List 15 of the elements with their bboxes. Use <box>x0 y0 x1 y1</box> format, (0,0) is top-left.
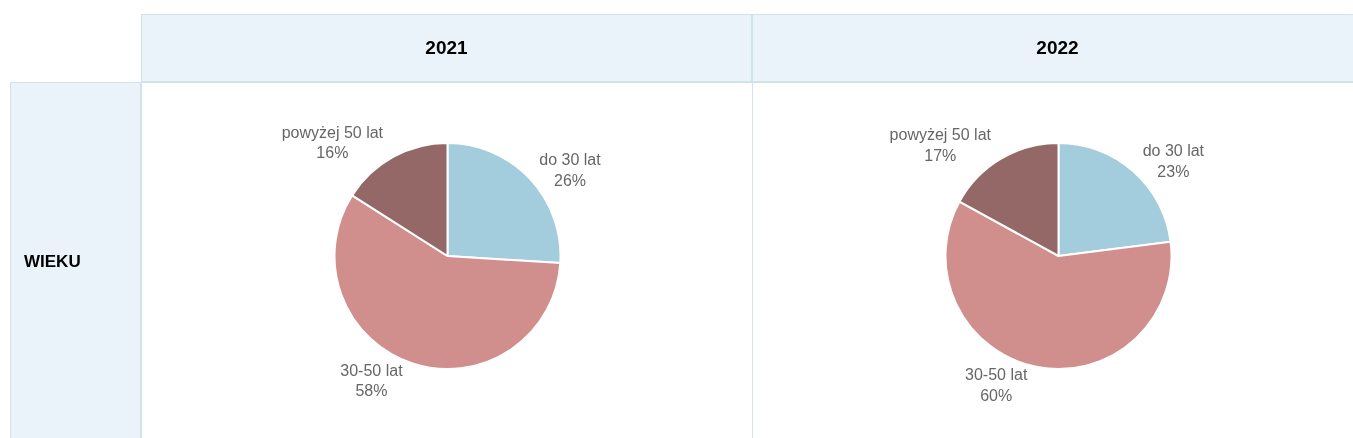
chart-title: 2022 <box>752 14 1353 82</box>
slice-label: do 30 lat <box>1142 141 1205 159</box>
data-label: 16% <box>316 144 349 162</box>
slice-label: 30-50 lat <box>340 361 404 379</box>
data-label: 60% <box>980 387 1013 405</box>
slice-label: 30-50 lat <box>965 366 1028 384</box>
chart-title: 2021 <box>141 14 752 82</box>
data-label: 26% <box>554 171 587 189</box>
data-label: 17% <box>924 146 957 164</box>
slice-label: powyżej 50 lat <box>889 125 992 143</box>
text: WIEKU <box>10 82 141 438</box>
data-label: 23% <box>1157 162 1190 180</box>
slice-label: do 30 lat <box>539 150 602 168</box>
data-label: 58% <box>355 382 388 400</box>
slice-label: powyżej 50 lat <box>281 123 384 141</box>
